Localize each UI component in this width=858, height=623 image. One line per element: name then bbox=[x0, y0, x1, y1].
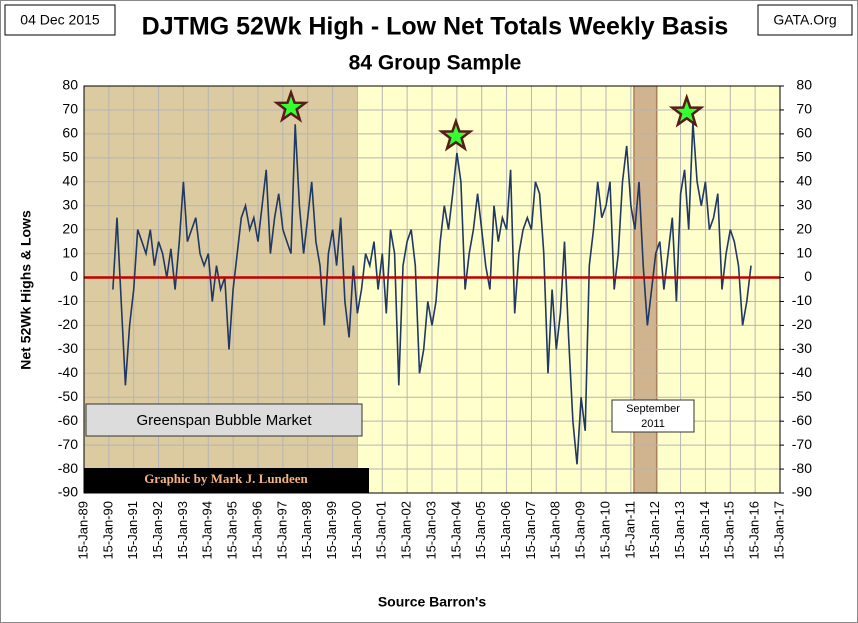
y-tick-label: -20 bbox=[58, 316, 78, 332]
y-tick-label: -90 bbox=[58, 484, 78, 500]
x-tick-label: 15-Jan-96 bbox=[249, 501, 264, 560]
x-tick-label: 15-Jan-03 bbox=[423, 501, 438, 560]
y2-tick-label: 20 bbox=[796, 220, 812, 236]
x-axis-label: Source Barron's bbox=[378, 594, 487, 610]
y2-tick-label: 60 bbox=[796, 125, 812, 141]
annotation: September bbox=[626, 403, 680, 415]
y2-tick-label: -10 bbox=[792, 292, 812, 308]
y2-tick-label: -60 bbox=[792, 412, 812, 428]
x-tick-label: 15-Jan-02 bbox=[399, 501, 414, 560]
x-tick-label: 15-Jan-95 bbox=[225, 501, 240, 560]
chart-subtitle: 84 Group Sample bbox=[349, 52, 522, 75]
y2-tick-label: -90 bbox=[792, 484, 812, 500]
y2-tick-label: -80 bbox=[792, 460, 812, 476]
credit-box bbox=[84, 468, 369, 493]
x-tick-label: 15-Jan-97 bbox=[274, 501, 289, 560]
x-tick-label: 15-Jan-05 bbox=[473, 501, 488, 560]
x-tick-label: 15-Jan-04 bbox=[448, 501, 463, 560]
y2-tick-label: 80 bbox=[796, 77, 812, 93]
y2-tick-label: -40 bbox=[792, 364, 812, 380]
y-tick-label: -50 bbox=[58, 388, 78, 404]
y2-tick-label: -30 bbox=[792, 340, 812, 356]
x-tick-label: 15-Jan-11 bbox=[622, 501, 637, 559]
x-tick-label: 15-Jan-10 bbox=[597, 501, 612, 560]
y-tick-label: 30 bbox=[62, 196, 78, 212]
y-tick-label: -40 bbox=[58, 364, 78, 380]
x-tick-label: 15-Jan-00 bbox=[349, 501, 364, 560]
plot-border bbox=[83, 85, 781, 494]
x-tick-label: 15-Jan-17 bbox=[771, 501, 786, 560]
chart-title: DJTMG 52Wk High - Low Net Totals Weekly … bbox=[142, 13, 729, 41]
y2-tick-label: 40 bbox=[796, 172, 812, 188]
x-tick-label: 15-Jan-14 bbox=[697, 501, 712, 560]
x-tick-label: 15-Jan-89 bbox=[75, 501, 90, 560]
y2-tick-label: 50 bbox=[796, 149, 812, 165]
y2-tick-label: 30 bbox=[796, 196, 812, 212]
star-marker bbox=[273, 88, 309, 123]
y-tick-label: 20 bbox=[62, 220, 78, 236]
x-tick-label: 15-Jan-07 bbox=[523, 501, 538, 560]
x-tick-label: 15-Jan-15 bbox=[722, 501, 737, 560]
y-tick-label: 80 bbox=[62, 77, 78, 93]
y2-tick-label: 10 bbox=[796, 244, 812, 260]
annotation-box bbox=[85, 403, 363, 437]
y2-tick-label: -50 bbox=[792, 388, 812, 404]
annotation-box bbox=[611, 399, 695, 433]
y-tick-label: -80 bbox=[58, 460, 78, 476]
x-tick-label: 15-Jan-08 bbox=[548, 501, 563, 560]
y-tick-label: 60 bbox=[62, 125, 78, 141]
x-tick-label: 15-Jan-13 bbox=[672, 501, 687, 560]
y-axis-label: Net 52Wk Highs & Lows bbox=[18, 210, 34, 370]
site-box bbox=[757, 4, 853, 36]
plot-area: -90 -80 -70 -60 -50 -40 -30 -20 -10 0 10 20 30 40 50 60… bbox=[58, 77, 812, 560]
date-label: 04 Dec 2015 bbox=[20, 12, 100, 28]
x-tick-label: 15-Jan-06 bbox=[498, 501, 513, 560]
x-tick-label: 15-Jan-91 bbox=[125, 501, 140, 560]
site-label: GATA.Org bbox=[773, 12, 836, 28]
x-tick-label: 15-Jan-12 bbox=[647, 501, 662, 560]
y-tick-label: 50 bbox=[62, 149, 78, 165]
y2-tick-label: -70 bbox=[792, 436, 812, 452]
date-box bbox=[4, 4, 116, 36]
annotation: 2011 bbox=[641, 418, 665, 430]
x-tick-label: 15-Jan-01 bbox=[374, 501, 389, 560]
y-tick-label: 70 bbox=[62, 101, 78, 117]
credit: Graphic by Mark J. Lundeen bbox=[144, 471, 308, 486]
star-marker bbox=[668, 93, 705, 128]
y2-tick-label: 70 bbox=[796, 101, 812, 117]
y-tick-label: 10 bbox=[62, 244, 78, 260]
y2-tick-label: 0 bbox=[804, 268, 812, 284]
x-tick-label: 15-Jan-93 bbox=[175, 501, 190, 560]
x-tick-label: 15-Jan-98 bbox=[299, 501, 314, 560]
x-tick-label: 15-Jan-92 bbox=[150, 501, 165, 560]
y-tick-label: -70 bbox=[58, 436, 78, 452]
y-tick-label: 0 bbox=[70, 268, 78, 284]
y-tick-label: -60 bbox=[58, 412, 78, 428]
star-marker bbox=[437, 117, 474, 152]
x-tick-label: 15-Jan-99 bbox=[324, 501, 339, 560]
y-tick-label: 40 bbox=[62, 172, 78, 188]
y-tick-label: -10 bbox=[58, 292, 78, 308]
annotation: Greenspan Bubble Market bbox=[136, 412, 312, 429]
y2-tick-label: -20 bbox=[792, 316, 812, 332]
x-tick-label: 15-Jan-94 bbox=[200, 501, 215, 560]
y-tick-label: -30 bbox=[58, 340, 78, 356]
x-tick-label: 15-Jan-09 bbox=[573, 501, 588, 560]
x-tick-label: 15-Jan-90 bbox=[100, 501, 115, 560]
x-tick-label: 15-Jan-16 bbox=[747, 501, 762, 560]
data-line bbox=[112, 121, 752, 465]
